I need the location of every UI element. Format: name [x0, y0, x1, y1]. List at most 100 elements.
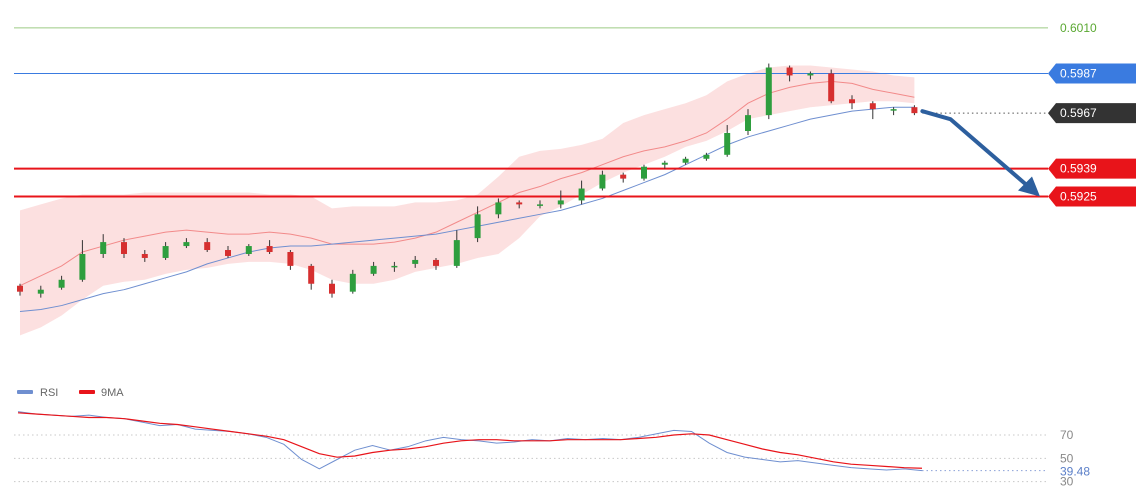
bollinger-band	[20, 65, 915, 336]
price-level-labels: 0.6010 0.5987 0.5967 0.5939 0.5925	[1048, 21, 1136, 207]
candle-38	[807, 71, 814, 80]
candle-body	[17, 285, 23, 292]
candle-36	[765, 63, 772, 120]
price-level-tag-4	[1048, 186, 1136, 207]
legend-swatch-9ma	[79, 390, 95, 394]
candle-15	[329, 279, 335, 298]
candle-34	[724, 125, 731, 157]
candle-14	[308, 263, 315, 290]
candle-3	[79, 240, 86, 282]
candle-body	[349, 273, 356, 292]
candle-25	[537, 200, 543, 209]
candle-body	[162, 246, 169, 258]
candle-7	[162, 242, 169, 260]
candle-32	[682, 156, 689, 165]
candle-22	[474, 206, 481, 243]
candle-body	[37, 289, 44, 294]
rsi-tick-30: 30	[1060, 475, 1074, 489]
candle-body	[245, 246, 252, 254]
price-level-tag-3	[1048, 158, 1136, 179]
candle-9	[204, 238, 211, 253]
candle-5	[121, 238, 127, 258]
candle-body	[745, 115, 751, 131]
candle-39	[828, 69, 835, 104]
candle-13	[287, 250, 294, 270]
candle-body	[495, 202, 502, 215]
candle-2	[58, 275, 65, 290]
candle-body	[183, 242, 190, 247]
candle-0	[17, 283, 23, 296]
candle-body	[204, 242, 211, 251]
candle-6	[141, 250, 148, 262]
candle-body	[828, 73, 835, 102]
moving-average-lines	[19, 80, 915, 313]
candle-body	[391, 265, 398, 268]
legend-label-rsi: RSI	[40, 387, 58, 399]
candle-18	[391, 261, 398, 272]
candle-12	[266, 240, 273, 254]
candle-body	[308, 265, 315, 284]
band-midline	[19, 80, 915, 287]
candle-body	[599, 174, 606, 189]
price-level-label-2: 0.5967	[1060, 106, 1097, 120]
rsi-tick-70: 70	[1060, 428, 1074, 442]
candle-body	[786, 67, 793, 76]
candle-1	[37, 285, 44, 298]
candle-33	[703, 152, 710, 161]
forecast-arrow-shaft	[920, 109, 1028, 187]
candle-37	[786, 65, 793, 82]
candle-41	[869, 101, 876, 120]
price-level-tag-1	[1048, 63, 1136, 84]
candle-8	[183, 238, 190, 249]
candle-27	[578, 180, 585, 205]
candle-17	[370, 261, 377, 276]
candle-body	[79, 253, 86, 280]
candle-body	[412, 259, 419, 264]
band-area	[20, 65, 915, 336]
candle-body	[724, 132, 731, 155]
candle-body	[765, 67, 772, 116]
candle-body	[516, 202, 523, 205]
rsi-line	[17, 411, 923, 472]
rsi-tick-labels: 70 50 30	[1060, 428, 1074, 489]
candle-4	[100, 234, 107, 258]
candle-body	[911, 107, 918, 114]
candle-body	[682, 158, 689, 163]
rsi-last-value: 39.48	[1060, 465, 1090, 479]
candle-16	[349, 269, 356, 294]
candle-body	[869, 103, 876, 110]
candle-body	[661, 162, 668, 165]
candle-26	[557, 190, 564, 209]
candle-20	[433, 257, 439, 270]
candle-24	[516, 200, 523, 209]
candle-body	[287, 252, 294, 266]
candle-body	[890, 109, 897, 111]
candlesticks	[17, 63, 918, 298]
legend-swatch-rsi	[17, 390, 33, 394]
candle-body	[537, 204, 543, 206]
candle-19	[412, 255, 419, 268]
moving-average-line	[19, 106, 915, 313]
candle-body	[557, 200, 564, 205]
candle-43	[911, 105, 918, 116]
candle-body	[453, 240, 460, 266]
candle-40	[849, 95, 855, 110]
candle-body	[807, 73, 814, 76]
candle-body	[225, 250, 231, 256]
rsi-lines	[17, 411, 1048, 472]
candle-28	[599, 170, 606, 191]
candle-23	[495, 198, 502, 219]
candle-body	[370, 265, 377, 274]
candle-body	[474, 214, 481, 239]
candle-42	[890, 107, 897, 116]
candle-body	[703, 154, 710, 159]
legend-label-9ma: 9MA	[101, 387, 124, 399]
rsi-ma-line	[17, 412, 923, 469]
candle-body	[266, 246, 273, 253]
candle-body	[329, 283, 335, 294]
forecast-arrowhead	[1018, 176, 1040, 197]
price-level-lines	[14, 27, 1048, 198]
candle-body	[641, 166, 647, 179]
candle-10	[225, 246, 231, 258]
